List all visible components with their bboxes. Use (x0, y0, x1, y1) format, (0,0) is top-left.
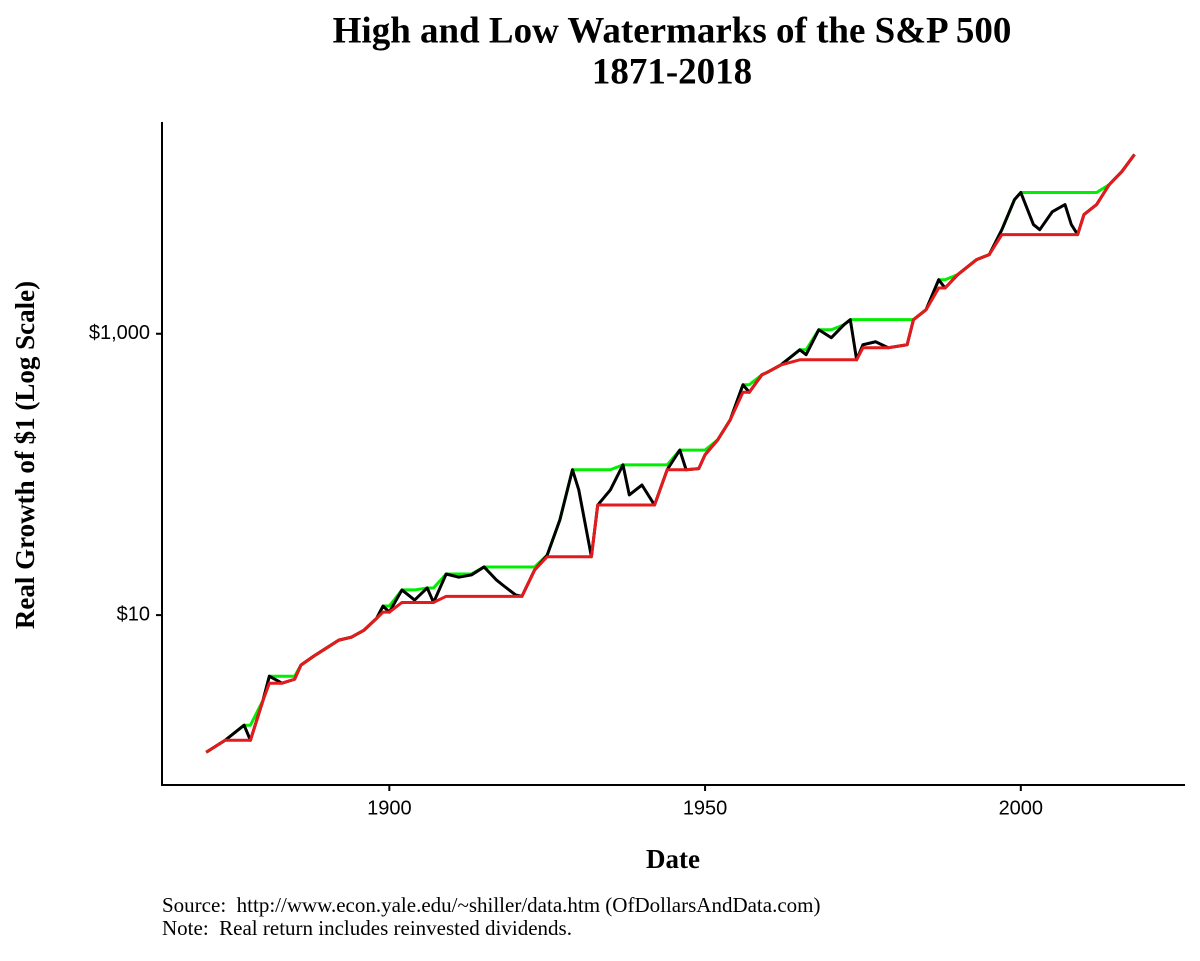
y-axis-title: Real Growth of $1 (Log Scale) (10, 281, 40, 629)
source-note: Note: Real return includes reinvested di… (162, 916, 572, 940)
chart-title: 1871-2018 (592, 51, 752, 92)
series-line (205, 153, 1136, 754)
source-note: Source: http://www.econ.yale.edu/~shille… (162, 893, 821, 917)
y-tick-label: $1,000 (89, 322, 150, 344)
x-axis-title: Date (646, 844, 700, 874)
x-tick-label: 1950 (683, 797, 728, 819)
x-tick-label: 1900 (367, 797, 412, 819)
x-tick-label: 2000 (999, 797, 1044, 819)
chart-title: High and Low Watermarks of the S&P 500 (333, 10, 1012, 51)
y-tick-label: $10 (117, 603, 150, 625)
